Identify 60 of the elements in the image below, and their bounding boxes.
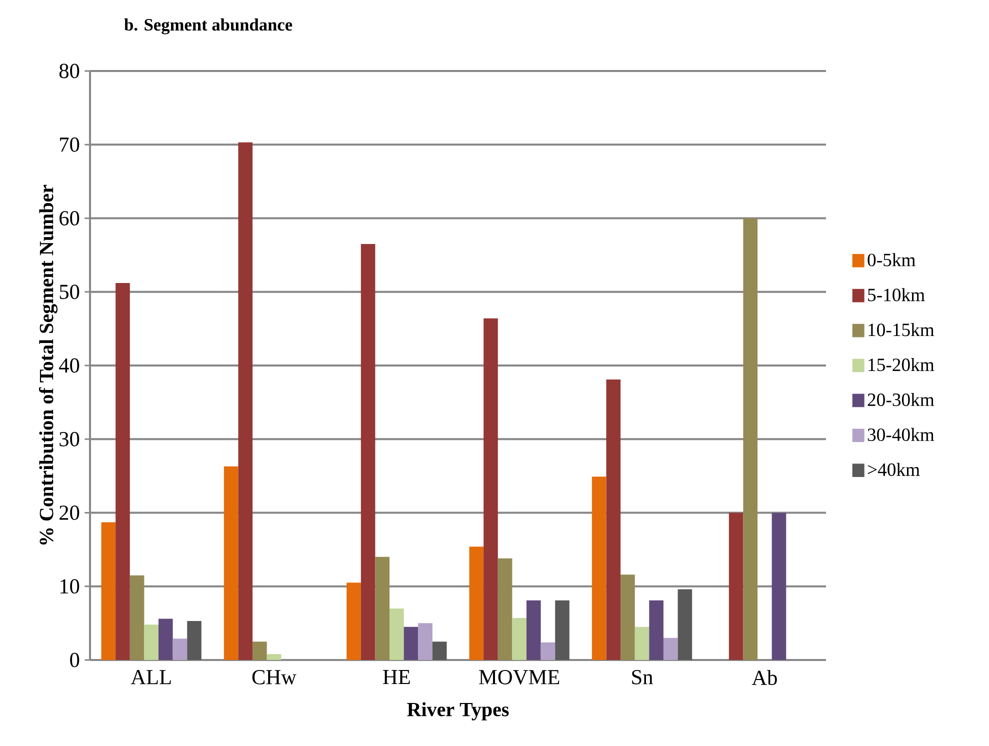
x-tick-label: Ab [752, 670, 777, 686]
bar [555, 600, 570, 660]
bar [266, 654, 282, 660]
bar [172, 638, 188, 660]
bar [678, 589, 692, 660]
chart-title: b. Segment abundance [124, 18, 292, 34]
x-tick-label: Sn [632, 670, 653, 684]
bar [144, 624, 158, 660]
bar [469, 546, 484, 660]
bar [238, 142, 253, 660]
bar [592, 476, 606, 660]
bar [224, 466, 238, 660]
x-axis-title: River Types [407, 702, 509, 720]
bar [526, 600, 541, 660]
bar [743, 218, 758, 660]
bar [432, 642, 447, 660]
y-axis-title: % Contribution of Total Segment Number [38, 184, 58, 544]
bar [346, 582, 361, 660]
y-tick-label: 50 [60, 284, 80, 300]
x-tick-label: CHw [252, 670, 296, 684]
y-tick-label: 60 [60, 211, 80, 226]
legend-label: 30-40km [868, 428, 934, 442]
legend-label: >40km [868, 462, 920, 476]
bar [360, 244, 376, 660]
y-tick-label: 30 [60, 432, 80, 446]
bar [484, 318, 498, 660]
legend-label: 20-30km [868, 392, 934, 406]
y-tick-label: 40 [59, 358, 80, 373]
y-tick-label: 0 [70, 652, 80, 668]
bar [663, 638, 678, 660]
bar [728, 512, 744, 660]
bar [418, 623, 432, 660]
bar [252, 642, 267, 660]
bar [634, 626, 650, 660]
bar [620, 574, 635, 660]
x-tick-label: ALL [130, 670, 171, 684]
bar [772, 512, 786, 660]
bar [512, 618, 526, 660]
y-tick-label: 80 [59, 64, 80, 78]
bar [101, 522, 116, 660]
legend-label: 0-5km [868, 253, 916, 266]
legend-label: 10-15km [868, 323, 934, 336]
bar [498, 558, 512, 660]
bar [540, 642, 556, 660]
bar [130, 575, 144, 660]
y-tick-label: 70 [60, 137, 80, 152]
bar [649, 600, 664, 660]
legend-label: 15-20km [868, 358, 934, 372]
bar [375, 556, 390, 660]
y-tick-label: 10 [60, 579, 80, 594]
bar [116, 283, 130, 660]
bar [606, 379, 621, 660]
x-tick-label: HE [383, 670, 410, 684]
bar [158, 618, 173, 660]
x-tick-label: MOVME [479, 670, 560, 684]
bar [404, 626, 418, 660]
bar [390, 608, 404, 660]
bar [187, 620, 202, 660]
y-tick-label: 20 [60, 506, 80, 520]
legend-label: 5-10km [868, 288, 925, 302]
